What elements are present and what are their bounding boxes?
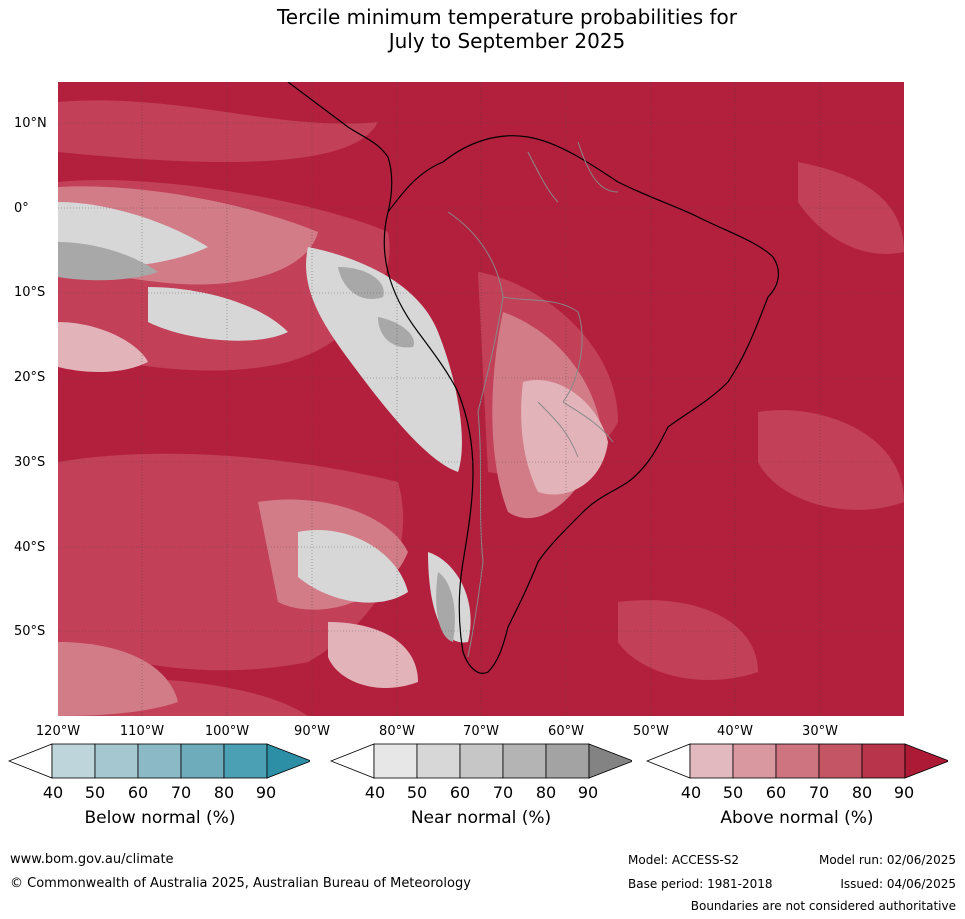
- colorbar-above-normal-segments: [646, 743, 948, 779]
- below-tick-80: 80: [213, 783, 235, 802]
- colorbar-extend-high: [266, 743, 310, 779]
- colorbar-segment-2: [94, 743, 139, 779]
- footer-base-period: Base period: 1981-2018: [628, 877, 773, 891]
- colorbar-segment-3: [775, 743, 820, 779]
- lon-label-70w: 70°W: [463, 724, 499, 739]
- colorbar-segment-4: [502, 743, 547, 779]
- below-tick-40: 40: [42, 783, 64, 802]
- colorbar-segment-1: [689, 743, 734, 779]
- above-tick-80: 80: [851, 783, 873, 802]
- footer-copyright: © Commonwealth of Australia 2025, Austra…: [10, 876, 471, 891]
- colorbar-segment-3: [137, 743, 182, 779]
- colorbar-extend-low: [8, 743, 53, 779]
- lon-label-80w: 80°W: [379, 724, 415, 739]
- lon-label-50w: 50°W: [633, 724, 669, 739]
- colorbar-extend-high: [904, 743, 948, 779]
- above-tick-70: 70: [808, 783, 830, 802]
- lat-label-10s: 10°S: [14, 285, 46, 300]
- near-tick-90: 90: [577, 783, 599, 802]
- footer-issued: Issued: 04/06/2025: [840, 877, 956, 891]
- near-tick-40: 40: [364, 783, 386, 802]
- colorbar-extend-low: [646, 743, 691, 779]
- lon-label-60w: 60°W: [548, 724, 584, 739]
- colorbar-below-title: Below normal (%): [84, 808, 236, 828]
- title-line-2: July to September 2025: [388, 29, 626, 53]
- lon-label-40w: 40°W: [717, 724, 753, 739]
- footer-website: www.bom.gov.au/climate: [10, 852, 174, 867]
- below-tick-50: 50: [84, 783, 106, 802]
- title-line-1: Tercile minimum temperature probabilitie…: [276, 5, 738, 29]
- above-tick-60: 60: [765, 783, 787, 802]
- colorbar-above-title: Above normal (%): [720, 808, 874, 828]
- lat-label-30s: 30°S: [14, 455, 46, 470]
- lon-label-110w: 110°W: [119, 724, 165, 739]
- near-normal-high-regions: [58, 242, 455, 642]
- south-america-outline: [383, 135, 780, 674]
- lat-label-20s: 20°S: [14, 370, 46, 385]
- graticule: [58, 82, 904, 716]
- country-borders: [447, 141, 619, 658]
- colorbar-below-normal: [8, 743, 310, 779]
- central-america-outline: [287, 82, 393, 213]
- footer-model: Model: ACCESS-S2: [628, 853, 740, 867]
- map-title: Tercile minimum temperature probabilitie…: [0, 5, 965, 53]
- colorbar-segment-5: [861, 743, 906, 779]
- near-tick-70: 70: [492, 783, 514, 802]
- colorbar-segment-4: [180, 743, 225, 779]
- colorbar-near-normal: [330, 743, 632, 779]
- colorbar-near-normal-segments: [330, 743, 632, 779]
- near-tick-80: 80: [535, 783, 557, 802]
- probability-map: [58, 82, 904, 716]
- colorbar-above-normal: [646, 743, 948, 779]
- lat-label-0: 0°: [14, 201, 29, 216]
- map-canvas: [58, 82, 904, 716]
- lon-label-120w: 120°W: [35, 724, 81, 739]
- colorbar-near-title: Near normal (%): [410, 808, 552, 828]
- colorbar-extend-high: [588, 743, 632, 779]
- above-tick-90: 90: [893, 783, 915, 802]
- footer-disclaimer: Boundaries are not considered authoritat…: [690, 899, 956, 913]
- colorbar-segment-1: [51, 743, 96, 779]
- above-normal-50-60-regions: [58, 322, 608, 688]
- lon-label-30w: 30°W: [802, 724, 838, 739]
- footer-model-run: Model run: 02/06/2025: [818, 853, 956, 867]
- lon-label-100w: 100°W: [204, 724, 250, 739]
- colorbar-segment-2: [416, 743, 461, 779]
- colorbar-extend-low: [330, 743, 375, 779]
- colorbar-segment-3: [459, 743, 504, 779]
- colorbar-segment-2: [732, 743, 777, 779]
- below-tick-70: 70: [170, 783, 192, 802]
- near-tick-60: 60: [449, 783, 471, 802]
- above-tick-50: 50: [722, 783, 744, 802]
- lat-label-40s: 40°S: [14, 540, 46, 555]
- below-tick-60: 60: [127, 783, 149, 802]
- colorbar-below-normal-segments: [8, 743, 310, 779]
- colorbar-segment-1: [373, 743, 418, 779]
- colorbar-segment-4: [818, 743, 863, 779]
- near-tick-50: 50: [406, 783, 428, 802]
- lat-label-10n: 10°N: [14, 116, 47, 131]
- lat-label-50s: 50°S: [14, 624, 46, 639]
- lon-label-90w: 90°W: [294, 724, 330, 739]
- colorbar-segment-5: [545, 743, 590, 779]
- colorbar-segment-5: [223, 743, 268, 779]
- above-tick-40: 40: [680, 783, 702, 802]
- below-tick-90: 90: [255, 783, 277, 802]
